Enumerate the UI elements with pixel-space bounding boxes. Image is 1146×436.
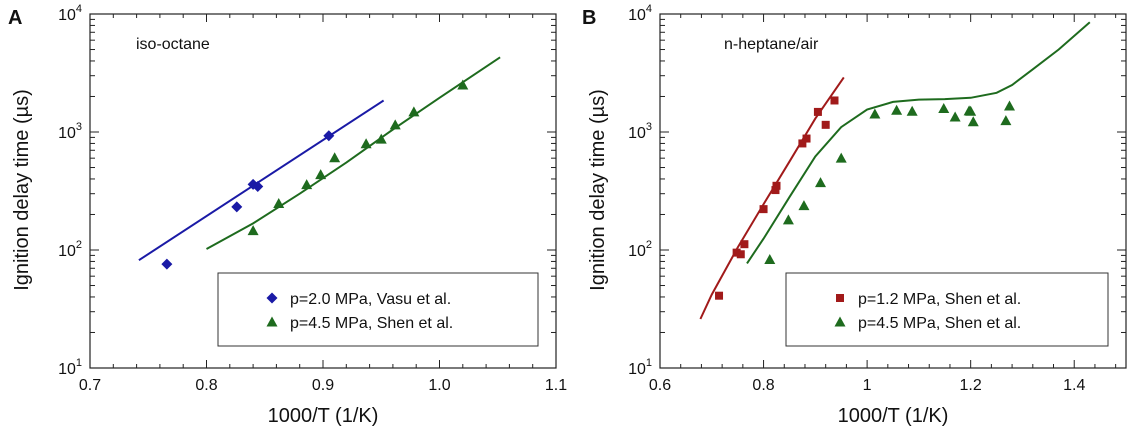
data-point-series-2 (798, 200, 810, 211)
x-tick-label: 0.9 (312, 377, 334, 394)
data-point-series-1 (830, 96, 839, 105)
data-point-series-2 (1000, 115, 1012, 126)
x-tick-label: 1 (863, 377, 872, 394)
panel-letter: B (582, 7, 596, 29)
model-line-series-1 (138, 99, 385, 262)
y-tick-label: 104 (628, 3, 652, 24)
x-tick-label: 1.0 (428, 377, 450, 394)
data-point-series-1 (798, 139, 807, 148)
data-point-series-1 (759, 205, 768, 214)
data-point-series-2 (301, 179, 313, 190)
data-point-series-2 (782, 214, 794, 225)
x-tick-label: 1.1 (545, 377, 567, 394)
data-point-series-2 (965, 105, 977, 116)
x-tick-label: 0.7 (79, 377, 101, 394)
y-tick-label: 102 (628, 239, 652, 260)
data-point-series-1 (771, 186, 780, 195)
data-point-series-2 (389, 119, 401, 130)
legend-marker (836, 294, 844, 302)
data-point-series-2 (815, 177, 827, 188)
x-tick-label: 0.8 (752, 377, 774, 394)
data-point-series-2 (408, 106, 420, 117)
y-tick-label: 104 (58, 3, 82, 24)
fuel-annotation: iso-octane (136, 36, 210, 53)
data-point-series-2 (315, 169, 327, 180)
legend-marker (266, 316, 278, 327)
data-point-series-2 (273, 197, 285, 208)
legend-box (785, 272, 1109, 347)
legend-label: p=4.5 MPa, Shen et al. (290, 315, 453, 332)
legend-marker (834, 316, 846, 327)
data-point-series-1 (732, 248, 741, 257)
data-point-series-1 (772, 181, 781, 190)
data-point-series-2 (967, 116, 979, 127)
data-point-series-2 (375, 133, 387, 144)
y-tick-label: 103 (628, 121, 652, 142)
panel-b: 0.6 0.8 1 1.2 1.4 101 102 103 104 1000/T (1/K) Ign… (582, 3, 1127, 427)
y-axis-title: Ignition delay time (µs) (587, 89, 609, 291)
data-point-series-1 (161, 258, 173, 270)
legend-label: p=2.0 MPa, Vasu et al. (290, 291, 451, 308)
data-point-series-2 (835, 152, 847, 163)
data-point-series-1 (252, 181, 264, 193)
plot-frame (659, 13, 1127, 369)
model-line-series-2 (206, 56, 501, 250)
panel-letter: A (8, 7, 22, 29)
legend-label: p=4.5 MPa, Shen et al. (858, 315, 1021, 332)
legend-box (217, 272, 539, 347)
data-point-series-2 (1004, 100, 1015, 111)
data-point-series-1 (813, 107, 822, 116)
fuel-annotation: n-heptane/air (724, 36, 819, 53)
data-point-series-2 (938, 103, 950, 114)
data-point-series-1 (740, 240, 749, 249)
legend-marker (266, 292, 278, 304)
data-point-series-2 (949, 111, 961, 122)
data-point-series-2 (360, 138, 372, 149)
data-point-series-1 (323, 130, 335, 142)
data-point-series-1 (715, 291, 724, 300)
data-point-series-2 (906, 105, 918, 116)
x-axis-title: 1000/T (1/K) (838, 405, 949, 427)
data-point-series-1 (231, 201, 243, 213)
model-line-series-1 (699, 76, 845, 320)
panel-a: 0.7 0.8 0.9 1.0 1.1 101 102 103 104 1000/T (1/K) I… (8, 3, 567, 427)
data-point-series-1 (802, 134, 811, 143)
data-point-series-2 (869, 108, 881, 119)
y-axis-title: Ignition delay time (µs) (11, 89, 33, 291)
model-line-series-2 (746, 21, 1091, 264)
data-point-series-2 (247, 225, 259, 236)
data-point-series-2 (329, 152, 341, 163)
legend-label: p=1.2 MPa, Shen et al. (858, 291, 1021, 308)
data-point-series-2 (457, 79, 469, 90)
x-tick-label: 0.6 (649, 377, 671, 394)
x-axis-title: 1000/T (1/K) (268, 405, 379, 427)
x-tick-label: 1.2 (960, 377, 982, 394)
data-point-series-2 (891, 104, 903, 115)
data-point-series-1 (736, 250, 745, 259)
y-tick-label: 102 (58, 239, 82, 260)
data-point-series-1 (821, 120, 830, 129)
x-tick-label: 1.4 (1063, 377, 1085, 394)
x-tick-label: 0.8 (195, 377, 217, 394)
y-tick-label: 101 (58, 357, 82, 378)
y-tick-label: 103 (58, 121, 82, 142)
data-point-series-2 (764, 254, 776, 265)
y-tick-label: 101 (628, 357, 652, 378)
